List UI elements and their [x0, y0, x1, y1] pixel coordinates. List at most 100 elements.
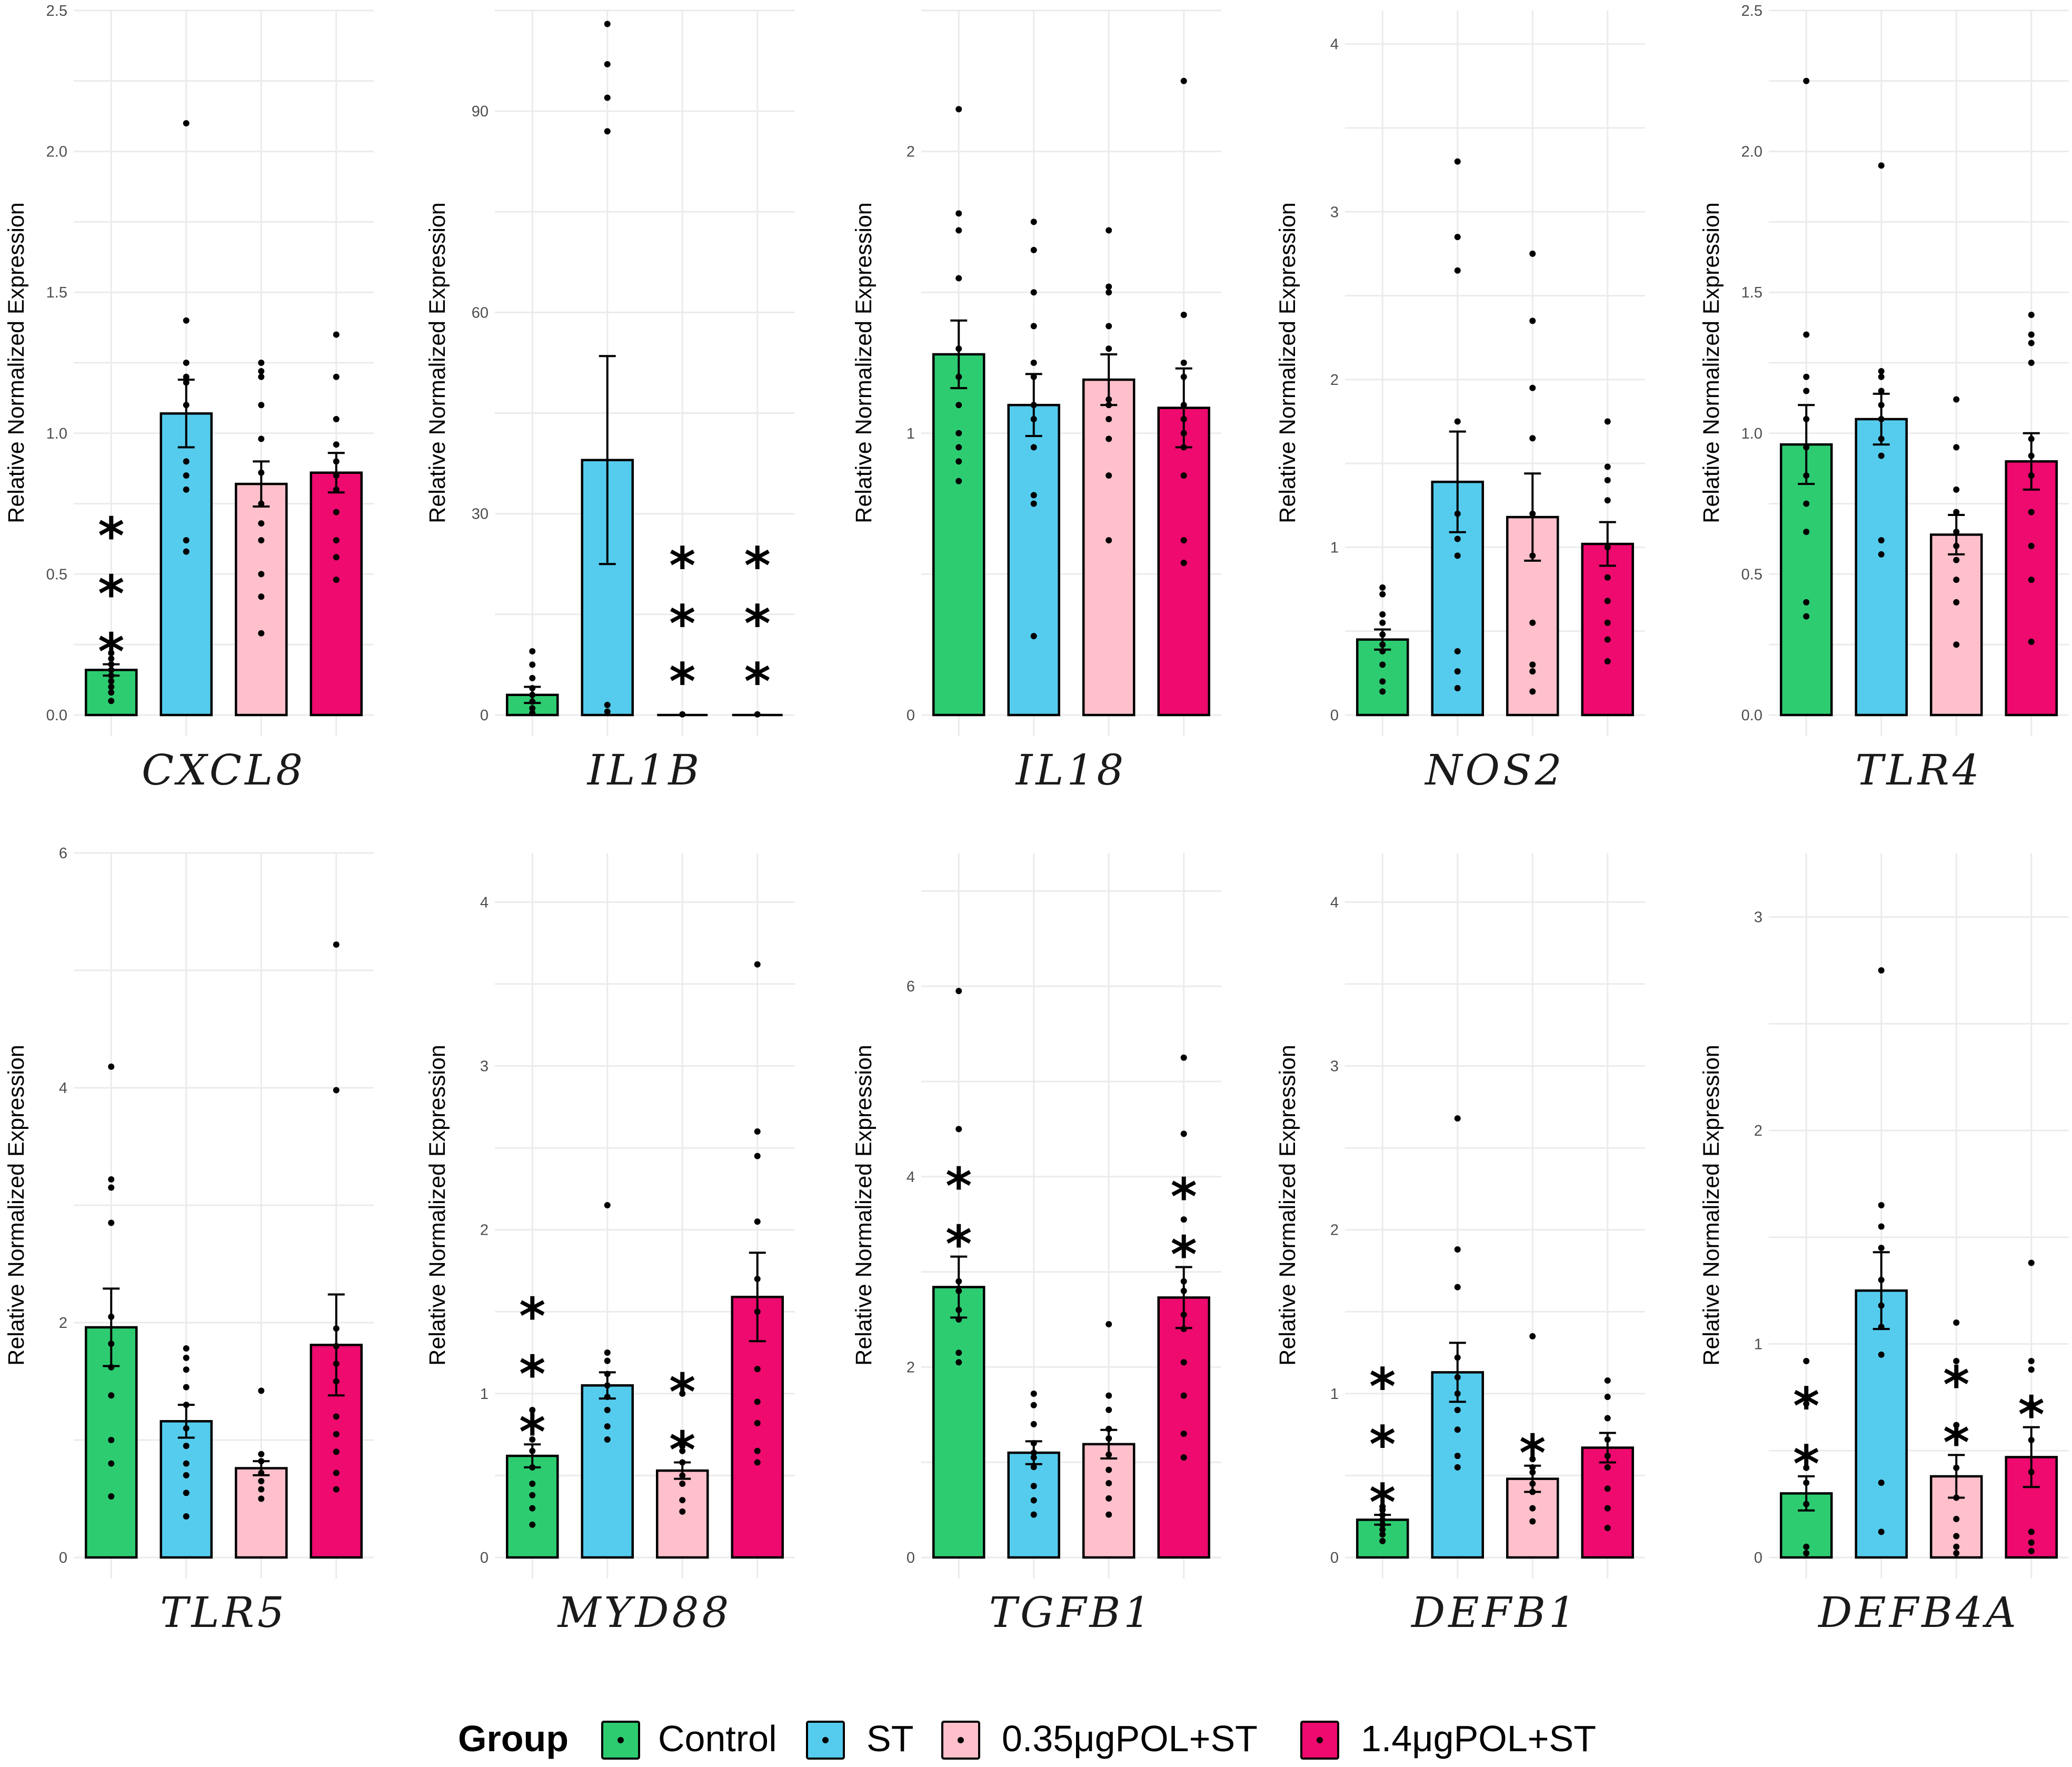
data-point-high-dose — [1180, 1430, 1187, 1437]
data-point-control — [955, 402, 962, 409]
data-point-low-dose — [258, 402, 265, 409]
data-point-high-dose — [2028, 638, 2035, 645]
data-point-control — [1379, 648, 1386, 654]
data-point-high-dose — [1604, 619, 1611, 626]
y-tick-label: 4 — [1330, 894, 1339, 911]
data-point-low-dose — [1529, 1518, 1536, 1525]
data-point-high-dose — [333, 1413, 340, 1420]
data-point-st — [1454, 1374, 1461, 1381]
data-point-low-dose — [1105, 345, 1112, 352]
data-point-control — [1803, 444, 1810, 451]
data-point-st — [1878, 1528, 1885, 1535]
data-point-low-dose — [1105, 283, 1112, 290]
significance-star: * — [669, 1363, 695, 1422]
gene-label: IL1B — [586, 746, 702, 795]
significance-star: * — [1369, 1473, 1396, 1532]
data-point-low-dose — [679, 1508, 686, 1515]
data-point-low-dose — [258, 593, 265, 600]
data-point-low-dose — [1953, 641, 1960, 648]
data-point-high-dose — [2028, 1528, 2035, 1535]
data-point-control — [108, 655, 115, 662]
data-point-high-dose — [1180, 1454, 1187, 1461]
y-axis-label: Relative Normalized Expression — [1699, 202, 1724, 523]
data-point-control — [108, 1184, 115, 1191]
data-point-st — [604, 94, 611, 101]
data-point-low-dose — [258, 571, 265, 578]
panels: 0.0 0.5 1.0 1.5 2.0 2.5 Relative Normalized Ex… — [4, 3, 2069, 1637]
y-tick-label: 0.5 — [46, 566, 67, 583]
data-point-st — [604, 708, 611, 715]
data-point-control — [1379, 611, 1386, 618]
data-point-st — [604, 1406, 611, 1413]
data-point-low-dose — [1953, 599, 1960, 605]
data-point-low-dose — [258, 1486, 265, 1493]
y-tick-label: 0 — [906, 1550, 915, 1566]
data-point-st — [183, 1490, 190, 1496]
legend-item-control: Control — [601, 1718, 777, 1760]
data-point-control — [108, 1176, 115, 1183]
data-point-st — [1454, 1406, 1461, 1413]
y-tick-label: 2 — [1330, 372, 1339, 389]
y-tick-label: 1.5 — [46, 284, 67, 301]
data-point-control — [955, 444, 962, 451]
y-tick-label: 4 — [1330, 36, 1339, 53]
significance-star: * — [98, 623, 124, 682]
data-point-high-dose — [2028, 509, 2035, 515]
data-point-low-dose — [679, 1497, 686, 1504]
y-axis-label: Relative Normalized Expression — [425, 202, 450, 523]
bar-st — [1007, 1451, 1060, 1559]
data-point-low-dose — [1953, 509, 1960, 515]
bar-control — [932, 1286, 985, 1559]
data-point-control — [529, 710, 536, 717]
data-point-high-dose — [1604, 497, 1611, 504]
data-point-st — [1878, 452, 1885, 459]
data-point-control — [955, 1278, 962, 1285]
significance-star: * — [519, 1403, 545, 1462]
data-point-high-dose — [1604, 544, 1611, 551]
data-point-st — [183, 1513, 190, 1520]
data-point-st — [604, 1357, 611, 1364]
data-point-control — [1803, 416, 1810, 423]
panel-il18: 0 1 2 Relative Normalized Expression IL18 — [851, 9, 1221, 795]
y-tick-label: 4 — [480, 894, 489, 911]
legend-label-st: ST — [866, 1718, 913, 1759]
data-point-control — [1379, 1503, 1386, 1510]
data-point-high-dose — [1604, 1453, 1611, 1460]
data-point-st — [1030, 444, 1037, 451]
data-point-st — [1878, 967, 1885, 974]
significance-star: * — [1369, 1415, 1396, 1474]
data-point-high-dose — [1604, 1505, 1611, 1512]
data-point-st — [1454, 1115, 1461, 1122]
data-point-st — [1454, 267, 1461, 274]
data-point-low-dose — [1953, 396, 1960, 403]
data-point-low-dose — [1953, 529, 1960, 535]
data-point-st — [1454, 685, 1461, 692]
data-point-st — [183, 360, 190, 366]
significance-star: * — [1943, 1355, 1969, 1414]
data-point-st — [1030, 323, 1037, 330]
legend-key-dot — [617, 1737, 624, 1743]
y-tick-label: 30 — [472, 506, 489, 523]
data-point-high-dose — [2028, 452, 2035, 459]
data-point-low-dose — [1529, 435, 1536, 442]
data-point-control — [1379, 1531, 1386, 1538]
y-tick-label: 0.5 — [1741, 566, 1762, 583]
data-point-st — [604, 128, 611, 135]
data-point-high-dose — [1180, 559, 1187, 566]
y-tick-label: 1 — [906, 425, 915, 442]
data-point-high-dose — [333, 1361, 340, 1367]
data-point-control — [955, 1287, 962, 1294]
data-point-control — [108, 698, 115, 704]
y-tick-label: 3 — [480, 1058, 489, 1075]
significance-star: * — [519, 1345, 545, 1404]
data-point-low-dose — [679, 1480, 686, 1487]
data-point-control — [1803, 388, 1810, 394]
data-point-high-dose — [1180, 360, 1187, 366]
legend-label-high-dose: 1.4μgPOL+ST — [1361, 1718, 1596, 1759]
data-point-high-dose — [333, 441, 340, 448]
bar-high-dose — [1157, 1296, 1210, 1559]
data-point-control — [1803, 599, 1810, 605]
data-point-st — [604, 1436, 611, 1443]
y-tick-label: 3 — [1754, 909, 1762, 926]
